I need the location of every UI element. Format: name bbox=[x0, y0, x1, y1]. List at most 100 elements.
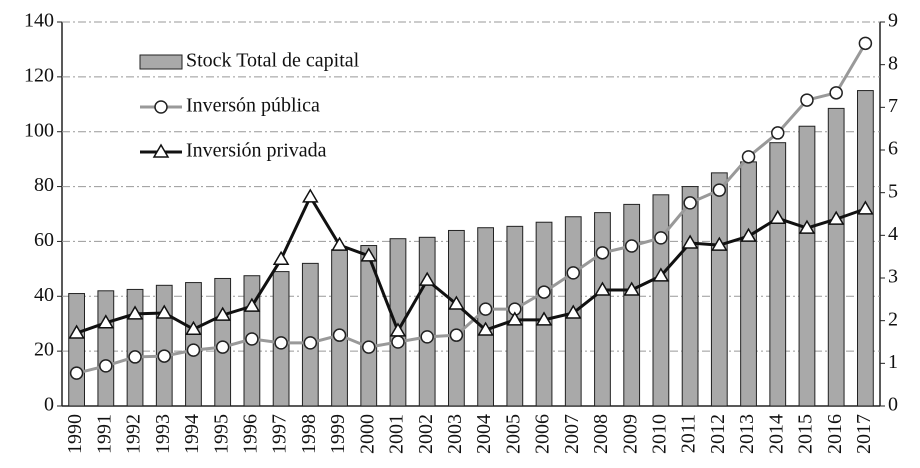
point bbox=[535, 311, 553, 326]
x-tick-label: 1997 bbox=[269, 414, 291, 454]
point bbox=[712, 183, 727, 197]
legend-marker bbox=[152, 143, 170, 158]
x-tick-label: 2011 bbox=[678, 414, 700, 453]
bar bbox=[68, 293, 85, 407]
x-tick-label: 2017 bbox=[853, 414, 875, 454]
x-tick-label: 1994 bbox=[181, 414, 203, 454]
point bbox=[711, 236, 728, 251]
x-tick-label: 2003 bbox=[444, 414, 466, 454]
point bbox=[274, 336, 288, 350]
point bbox=[741, 150, 756, 164]
x-tick-label: 2007 bbox=[561, 414, 583, 454]
y2-tick-label: 6 bbox=[888, 138, 898, 160]
point bbox=[389, 322, 407, 337]
x-tick-label: 2004 bbox=[473, 414, 495, 454]
point bbox=[506, 311, 524, 326]
y2-tick-label: 1 bbox=[888, 351, 898, 373]
point bbox=[564, 304, 582, 319]
bar bbox=[769, 142, 787, 407]
x-tick-label: 2013 bbox=[736, 414, 758, 454]
bar bbox=[710, 172, 728, 407]
y2-tick-label: 4 bbox=[888, 223, 898, 245]
bar bbox=[652, 194, 670, 407]
point bbox=[771, 126, 785, 140]
y-tick-label: 0 bbox=[44, 394, 54, 416]
point bbox=[798, 219, 816, 234]
point bbox=[624, 239, 639, 253]
point bbox=[623, 281, 640, 296]
point bbox=[448, 295, 465, 310]
point bbox=[155, 304, 173, 319]
x-tick-label: 1995 bbox=[210, 414, 232, 454]
point bbox=[303, 336, 318, 350]
y-tick-label: 120 bbox=[24, 64, 54, 86]
point bbox=[857, 200, 874, 215]
point bbox=[215, 340, 230, 354]
point bbox=[186, 343, 201, 357]
point bbox=[360, 247, 378, 262]
x-tick-label: 1992 bbox=[123, 414, 145, 454]
point bbox=[829, 86, 843, 100]
point bbox=[391, 335, 405, 349]
y-tick-label: 20 bbox=[34, 339, 54, 361]
legend-swatch bbox=[139, 54, 183, 70]
y2-tick-label: 2 bbox=[888, 308, 898, 330]
y-tick-label: 80 bbox=[34, 174, 54, 196]
y2-tick-label: 3 bbox=[888, 266, 898, 288]
y2-tick-label: 7 bbox=[888, 95, 898, 117]
bar bbox=[594, 212, 611, 407]
legend-marker bbox=[154, 100, 168, 114]
x-tick-label: 1996 bbox=[239, 414, 261, 454]
y-tick-label: 40 bbox=[34, 284, 54, 306]
x-tick-label: 2005 bbox=[502, 414, 524, 454]
bar bbox=[827, 107, 845, 407]
x-tick-label: 1998 bbox=[298, 414, 320, 454]
point bbox=[566, 266, 580, 280]
point bbox=[332, 328, 347, 342]
legend-label: Stock Total de capital bbox=[186, 50, 360, 72]
x-tick-label: 2015 bbox=[795, 414, 817, 454]
point bbox=[157, 349, 171, 363]
x-tick-label: 2014 bbox=[765, 414, 787, 454]
x-tick-label: 2002 bbox=[415, 414, 437, 454]
point bbox=[740, 227, 757, 242]
point bbox=[683, 196, 697, 210]
point bbox=[478, 302, 493, 316]
point bbox=[595, 246, 610, 260]
point bbox=[272, 250, 290, 265]
x-tick-label: 2008 bbox=[590, 414, 612, 454]
y-tick-label: 60 bbox=[34, 229, 54, 251]
point bbox=[652, 267, 670, 282]
x-tick-label: 2009 bbox=[619, 414, 641, 454]
bar bbox=[97, 290, 115, 407]
point bbox=[420, 330, 434, 344]
bar bbox=[740, 161, 757, 407]
x-tick-label: 2012 bbox=[707, 414, 729, 454]
legend-label: Inversón pública bbox=[186, 95, 320, 117]
point bbox=[302, 188, 319, 203]
point bbox=[126, 305, 144, 320]
point bbox=[800, 93, 814, 107]
bar bbox=[798, 125, 816, 407]
bar bbox=[301, 262, 319, 407]
bar bbox=[418, 236, 436, 407]
y2-tick-label: 8 bbox=[888, 52, 898, 74]
x-tick-label: 1991 bbox=[93, 414, 115, 454]
bar bbox=[681, 186, 699, 407]
point bbox=[477, 321, 494, 336]
point bbox=[214, 306, 231, 321]
point bbox=[537, 285, 551, 299]
x-tick-label: 2006 bbox=[532, 414, 554, 454]
point bbox=[654, 231, 668, 245]
point bbox=[128, 350, 142, 364]
point bbox=[99, 359, 113, 373]
bar bbox=[360, 245, 378, 407]
point bbox=[769, 209, 787, 225]
point bbox=[69, 366, 84, 380]
point bbox=[243, 297, 261, 312]
line bbox=[76, 193, 866, 335]
x-tick-label: 1993 bbox=[152, 414, 174, 454]
point bbox=[245, 332, 259, 346]
point bbox=[681, 234, 699, 249]
